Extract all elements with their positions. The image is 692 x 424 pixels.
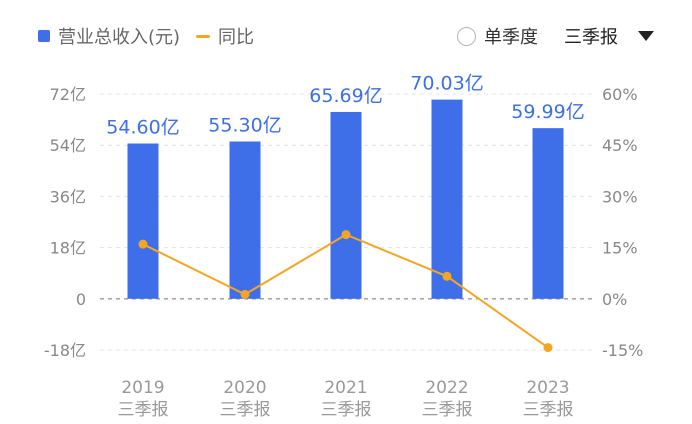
revenue-bars (127, 99, 564, 299)
left-tick-label: -18亿 (44, 341, 86, 360)
caret-down-icon (638, 31, 654, 41)
left-tick-label: 18亿 (50, 239, 86, 258)
right-tick-label: 60% (602, 85, 638, 104)
bar-value-label: 54.60亿 (106, 116, 179, 138)
period-dropdown[interactable]: 三季报 (564, 23, 654, 49)
left-tick-label: 0 (76, 290, 86, 309)
legend-item-yoy[interactable]: 同比 (196, 23, 254, 49)
yoy-point (341, 230, 351, 240)
revenue-bar (229, 141, 261, 299)
category-period-label: 三季报 (220, 400, 271, 420)
bar-value-label: 55.30亿 (208, 115, 281, 137)
yoy-point (240, 289, 250, 299)
single-quarter-radio[interactable] (457, 26, 476, 46)
revenue-bar (127, 143, 159, 299)
left-tick-label: 54亿 (50, 136, 86, 155)
legend-swatch-revenue (38, 30, 50, 42)
category-year-label: 2023 (526, 378, 569, 398)
category-year-label: 2019 (121, 378, 164, 398)
legend-swatch-yoy (196, 34, 211, 38)
right-tick-label: 45% (602, 136, 638, 155)
legend-item-revenue[interactable]: 营业总收入(元) (38, 23, 180, 49)
bar-value-label: 70.03亿 (410, 73, 483, 95)
right-tick-label: 30% (602, 187, 638, 206)
revenue-bar (532, 128, 564, 299)
yoy-line-series (138, 230, 553, 353)
right-axis-ticks: 60% 45% 30% 15% 0% -15% (602, 85, 643, 360)
legend-label-revenue: 营业总收入(元) (58, 27, 181, 48)
revenue-bar (431, 99, 463, 299)
yoy-point (138, 239, 148, 249)
bar-value-labels: 54.60亿 55.30亿 65.69亿 70.03亿 59.99亿 (106, 73, 584, 139)
legend-label-yoy: 同比 (218, 27, 255, 48)
chart-legend: 营业总收入(元) 同比 (38, 22, 254, 50)
single-quarter-label[interactable]: 单季度 (484, 27, 538, 48)
category-year-label: 2022 (425, 378, 468, 398)
left-tick-label: 36亿 (50, 187, 86, 206)
left-axis-ticks: 72亿 54亿 36亿 18亿 0 -18亿 (44, 85, 86, 360)
yoy-point (543, 343, 553, 353)
left-tick-label: 72亿 (50, 85, 86, 104)
revenue-bar (330, 111, 362, 299)
right-tick-label: 15% (602, 239, 638, 258)
category-year-label: 2021 (324, 378, 367, 398)
category-year-label: 2020 (223, 378, 266, 398)
right-tick-label: -15% (602, 341, 643, 360)
category-period-label: 三季报 (422, 400, 473, 420)
category-period-label: 三季报 (118, 400, 169, 420)
bar-value-label: 65.69亿 (309, 85, 382, 107)
category-period-label: 三季报 (321, 400, 372, 420)
grid-lines (100, 93, 592, 351)
category-period-label: 三季报 (523, 400, 574, 420)
bar-value-label: 59.99亿 (511, 101, 584, 123)
period-dropdown-value: 三季报 (564, 27, 618, 48)
chart-controls: 单季度 三季报 (457, 22, 654, 50)
right-tick-label: 0% (602, 290, 627, 309)
yoy-point (442, 271, 452, 281)
